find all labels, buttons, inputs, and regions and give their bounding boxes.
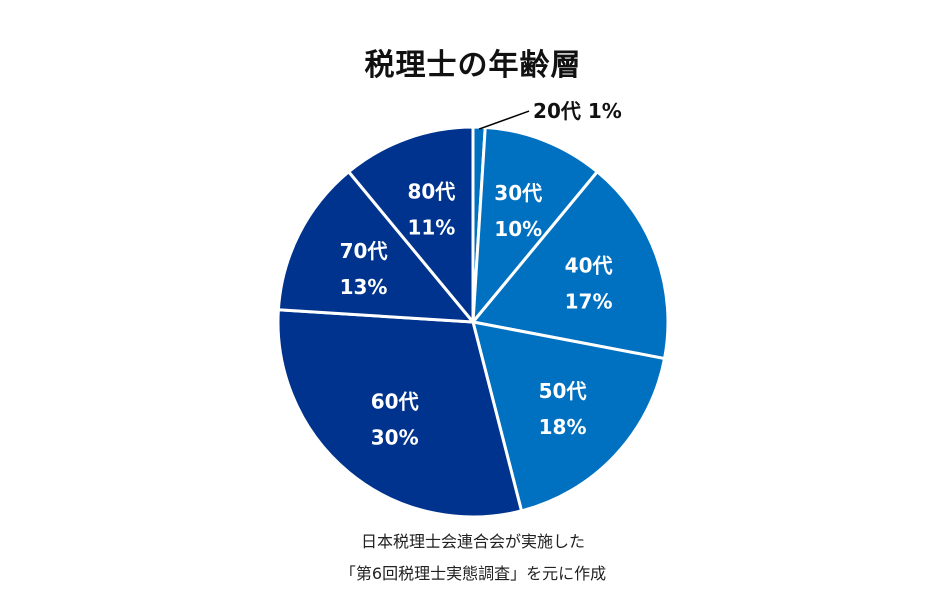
pie-slice-30s [471,125,599,324]
source-note-line1: 日本税理士会連合会が実施した [360,532,585,551]
pie-slice-50s [471,320,667,513]
slice-category-80s: 80代 [407,179,455,203]
slice-category-60s: 60代 [371,390,419,414]
slice-percent-40s: 17% [565,289,613,313]
slice-percent-30s: 10% [494,217,542,241]
pie-slice-40s [471,170,670,361]
slice-percent-50s: 18% [539,415,587,439]
slice-percent-60s: 30% [371,426,419,450]
slice-label-20s: 20代 1% [533,99,622,123]
slice-category-30s: 30代 [494,181,542,205]
pie-slice-80s [347,125,475,324]
slice-percent-70s: 13% [340,275,388,299]
slice-category-70s: 70代 [340,239,388,263]
slice-category-50s: 50代 [539,379,587,403]
chart-title: 税理士の年齢層 [364,48,582,83]
slice-category-40s: 40代 [565,253,613,277]
pie-slice-60s [276,308,523,519]
leader-line-20s [478,110,530,130]
pie-slice-70s [276,170,475,324]
slice-percent-80s: 11% [407,215,455,239]
source-note-line2: 「第6回税理士実態調査」を元に作成 [339,564,607,583]
